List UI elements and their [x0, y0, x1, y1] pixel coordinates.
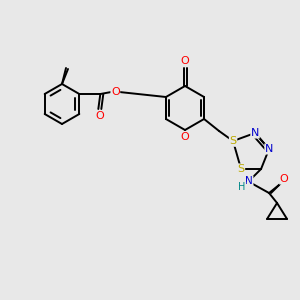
Text: N: N — [245, 176, 253, 186]
Text: N: N — [251, 128, 259, 138]
Text: N: N — [265, 144, 273, 154]
Text: O: O — [95, 111, 104, 121]
Text: O: O — [111, 87, 120, 97]
Text: O: O — [181, 56, 189, 66]
Text: O: O — [280, 174, 288, 184]
Text: S: S — [238, 164, 244, 174]
Text: O: O — [181, 132, 189, 142]
Text: S: S — [230, 136, 237, 146]
Text: S: S — [230, 136, 237, 146]
Text: H: H — [238, 182, 246, 192]
